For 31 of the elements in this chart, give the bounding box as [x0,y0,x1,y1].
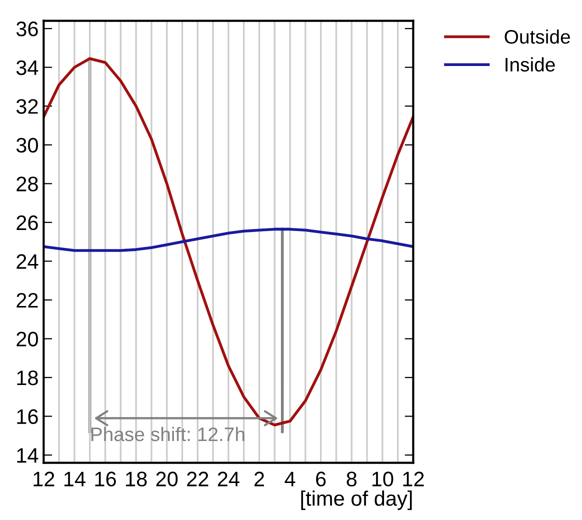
x-tick-label: 2 [254,472,264,486]
x-tick-label: 20 [156,472,178,486]
y-tick-label: 26 [16,215,38,230]
line-series [44,228,414,252]
y-tick-label: 14 [17,448,38,463]
y-tick-label: 22 [16,292,38,308]
x-tick-label: 4 [284,472,296,486]
x-tick-label: 12 [403,472,424,486]
y-tick-label: 24 [16,254,38,269]
x-tick-label: 16 [95,472,116,486]
x-tick-label: 24 [218,472,240,486]
y-tick-label: 34 [16,60,38,76]
x-tick-label: 6 [316,472,326,486]
x-tick-label: 8 [346,472,357,486]
annotation: Phase shift: 12.7h [91,426,244,442]
y-tick-label: 28 [16,176,38,192]
x-tick-label: 12 [34,472,54,486]
y-tick-label: 18 [17,370,38,386]
y-tick-label: 36 [16,22,38,36]
y-tick-label: 30 [16,138,38,153]
y-tick-label: 20 [16,332,38,346]
x-tick-label: 18 [126,472,147,486]
x-tick-label: 14 [64,472,86,486]
x-axis-title: [time of day] [301,490,412,510]
y-tick-label: 32 [16,99,38,114]
x-tick-label: 22 [187,472,208,486]
legend-label: Inside [506,57,555,72]
y-tick-label: 16 [17,409,38,424]
legend-label: Outside [504,29,570,44]
line-series [44,57,414,426]
x-tick-label: 10 [372,472,394,486]
